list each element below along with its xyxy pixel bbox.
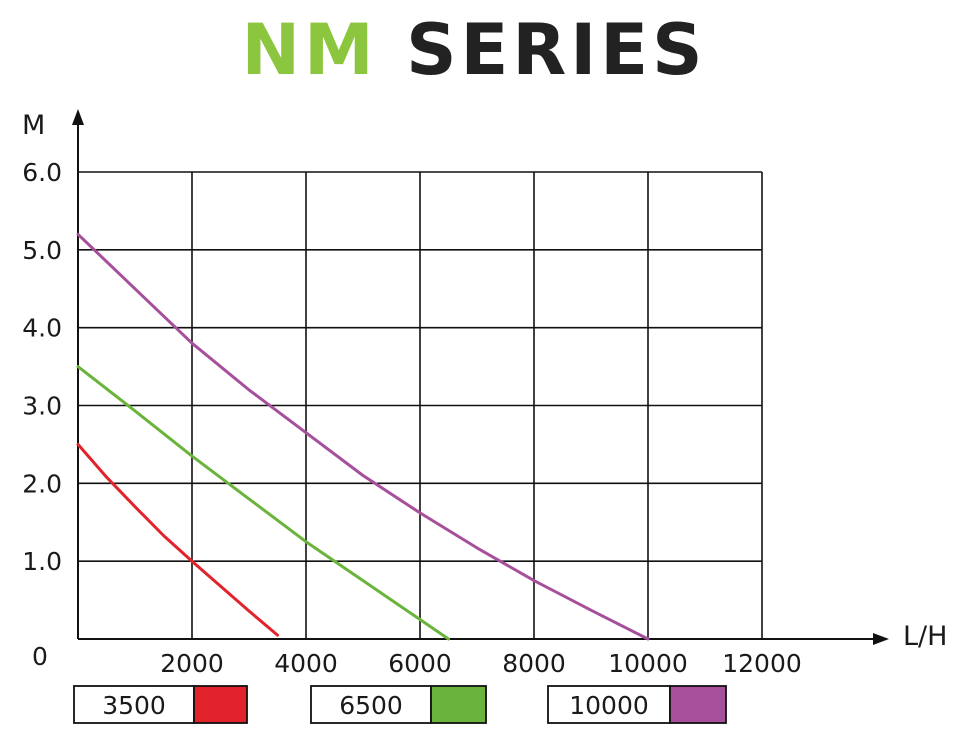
legend-label: 3500 (102, 691, 166, 720)
legend-swatch (669, 685, 727, 724)
y-tick-label: 3.0 (22, 392, 62, 421)
x-axis-arrow-icon (873, 633, 889, 645)
series-lines (76, 232, 650, 641)
legend-label-box (547, 685, 671, 724)
legend-label: 6500 (339, 691, 403, 720)
y-tick-label: 2.0 (22, 469, 62, 498)
legend-label-box (73, 685, 195, 724)
chart-title-text: NM SERIES (241, 9, 706, 91)
x-tick-label: 12000 (722, 649, 802, 678)
axes (72, 109, 889, 645)
x-axis-label: L/H (903, 621, 947, 652)
y-axis-label: M (22, 110, 45, 141)
title-suffix: SERIES (406, 9, 706, 91)
x-tick-label: 6000 (388, 649, 452, 678)
tick-labels: 2000 4000 6000 8000 10000 12000 1.0 2.0 3.0 4.0 5.… (22, 158, 802, 678)
y-axis-arrow-icon (72, 109, 84, 125)
series-line-6500 (76, 365, 450, 641)
legend-swatch (193, 685, 248, 724)
chart-title: NM SERIES (241, 9, 706, 91)
grid (78, 171, 763, 639)
legend-label: 10000 (569, 691, 649, 720)
y-tick-label: 5.0 (22, 236, 62, 265)
legend-item-3500: 3500 (73, 685, 248, 724)
x-tick-label: 4000 (274, 649, 338, 678)
title-prefix: NM (241, 9, 377, 91)
y-tick-label: 6.0 (22, 158, 62, 187)
x-tick-label: 8000 (502, 649, 566, 678)
legend-item-10000: 10000 (547, 685, 727, 724)
series-line-10000 (76, 232, 650, 641)
legend: 3500 6500 10000 (73, 685, 727, 724)
series-line-3500 (76, 442, 279, 637)
legend-swatch (430, 685, 487, 724)
y-tick-label: 1.0 (22, 547, 62, 576)
x-tick-label: 10000 (608, 649, 688, 678)
x-tick-label: 2000 (160, 649, 224, 678)
legend-item-6500: 6500 (310, 685, 487, 724)
title-gap (378, 9, 406, 91)
origin-label: 0 (32, 642, 48, 671)
y-tick-label: 4.0 (22, 314, 62, 343)
legend-label-box (310, 685, 432, 724)
